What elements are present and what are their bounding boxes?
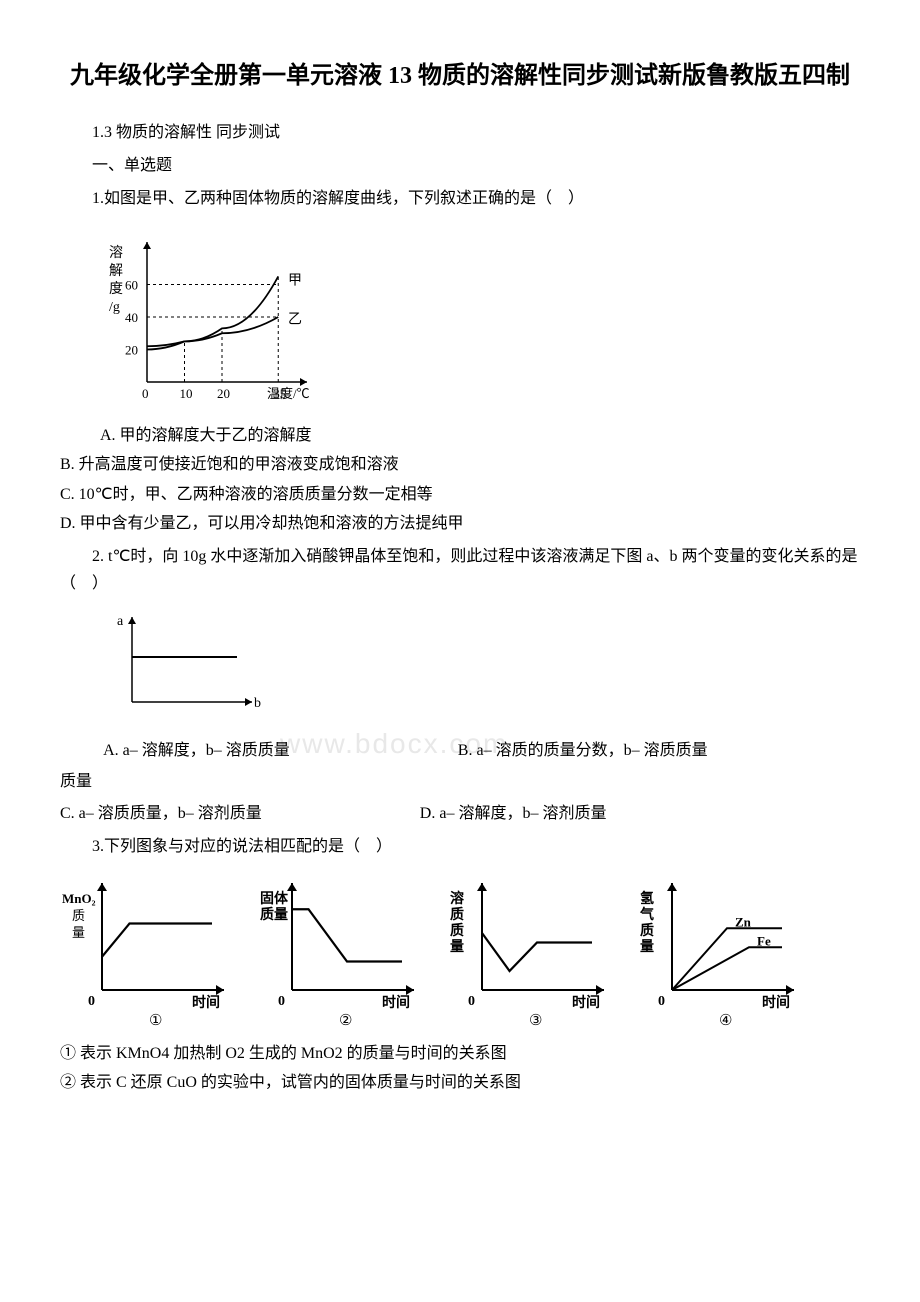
q3-desc1: ① 表示 KMnO4 加热制 O2 生成的 MnO2 的质量与时间的关系图 — [60, 1040, 860, 1067]
svg-text:40: 40 — [125, 310, 138, 325]
subtitle: 1.3 物质的溶解性 同步测试 — [60, 119, 860, 146]
svg-text:量: 量 — [640, 939, 654, 955]
q3-desc2: ② 表示 C 还原 CuO 的实验中，试管内的固体质量与时间的关系图 — [60, 1069, 860, 1096]
q2-optB-cont: 质量 — [60, 768, 860, 795]
q1-optD: D. 甲中含有少量乙，可以用冷却热饱和溶液的方法提纯甲 — [60, 510, 860, 537]
svg-text:时间: 时间 — [382, 994, 410, 1011]
svg-text:10: 10 — [180, 386, 193, 401]
svg-text:气: 气 — [639, 906, 654, 923]
q2-optC: C. a– 溶质质量，b– 溶剂质量 — [60, 805, 262, 822]
svg-text:b: b — [254, 696, 261, 711]
q3-charts: MnO₂质量0时间① 固体质量0时间② 溶质质量0时间③ 氢气质量0时间④ZnF… — [60, 870, 860, 1030]
svg-text:乙: 乙 — [288, 312, 302, 328]
svg-text:Zn: Zn — [735, 914, 752, 929]
svg-text:量: 量 — [450, 939, 464, 955]
q2-optB: B. a– 溶质的质量分数，b– 溶质质量 — [458, 742, 708, 759]
svg-text:MnO₂: MnO₂ — [62, 891, 96, 906]
q1-stem: 1.如图是甲、乙两种固体物质的溶解度曲线，下列叙述正确的是（ ） — [60, 185, 860, 212]
q2-optA: A. a– 溶解度，b– 溶质质量 — [103, 742, 290, 759]
svg-text:20: 20 — [125, 343, 138, 358]
svg-text:质量: 质量 — [260, 906, 288, 923]
svg-text:温度/℃: 温度/℃ — [267, 386, 310, 401]
svg-text:时间: 时间 — [762, 994, 790, 1011]
svg-text:质: 质 — [450, 906, 464, 923]
q2-optD: D. a– 溶解度，b– 溶剂质量 — [420, 805, 607, 822]
svg-text:溶: 溶 — [450, 890, 464, 907]
svg-text:甲: 甲 — [288, 274, 302, 289]
svg-text:时间: 时间 — [572, 994, 600, 1011]
svg-text:质: 质 — [72, 908, 85, 923]
svg-text:时间: 时间 — [192, 994, 220, 1011]
svg-text:20: 20 — [217, 386, 230, 401]
svg-text:质: 质 — [450, 922, 464, 939]
svg-text:量: 量 — [72, 925, 85, 940]
svg-text:60: 60 — [125, 278, 138, 293]
section-heading: 一、单选题 — [60, 152, 860, 179]
svg-text:Fe: Fe — [757, 933, 771, 948]
svg-text:固体: 固体 — [260, 890, 289, 907]
q2-stem: 2. t℃时，向 10g 水中逐渐加入硝酸钾晶体至饱和，则此过程中该溶液满足下图… — [60, 543, 860, 597]
svg-text:a: a — [117, 614, 124, 629]
svg-text:0: 0 — [278, 994, 285, 1009]
svg-text:氢: 氢 — [640, 890, 654, 907]
page-title: 九年级化学全册第一单元溶液 13 物质的溶解性同步测试新版鲁教版五四制 — [60, 60, 860, 94]
svg-text:度: 度 — [109, 281, 123, 297]
svg-text:0: 0 — [142, 386, 149, 401]
svg-text:④: ④ — [719, 1013, 732, 1029]
q1-optC: C. 10℃时，甲、乙两种溶液的溶质质量分数一定相等 — [60, 481, 860, 508]
svg-text:溶: 溶 — [109, 245, 123, 261]
svg-text:0: 0 — [658, 994, 665, 1009]
q1-chart: 溶解度/g0102035204060甲乙温度/℃ — [92, 222, 860, 412]
svg-text:0: 0 — [468, 994, 475, 1009]
svg-text:解: 解 — [109, 263, 123, 279]
svg-text:质: 质 — [640, 922, 654, 939]
q3-stem: 3.下列图象与对应的说法相匹配的是（ ） — [60, 833, 860, 860]
q1-optA: A. 甲的溶解度大于乙的溶解度 — [60, 422, 860, 449]
svg-text:0: 0 — [88, 994, 95, 1009]
svg-text:③: ③ — [529, 1013, 542, 1029]
svg-text:②: ② — [339, 1013, 352, 1029]
svg-text:/g: /g — [109, 300, 120, 315]
svg-text:①: ① — [149, 1013, 162, 1029]
q1-optB: B. 升高温度可使接近饱和的甲溶液变成饱和溶液 — [60, 451, 860, 478]
q2-chart: ab — [92, 607, 860, 727]
